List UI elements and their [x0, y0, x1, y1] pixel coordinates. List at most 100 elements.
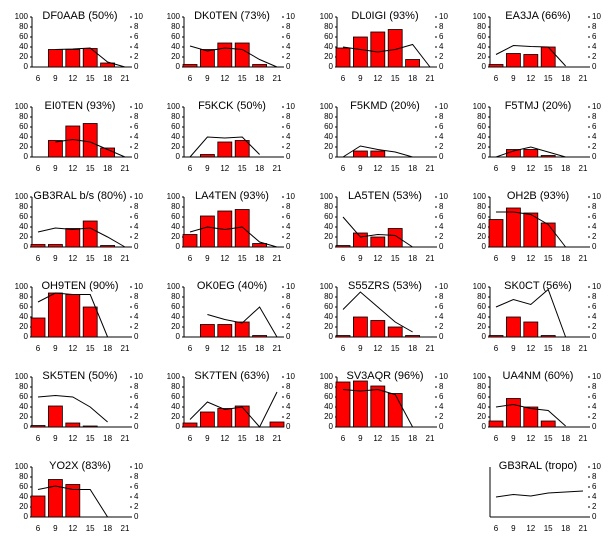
y2-tick-label: 8: [134, 382, 139, 391]
x-tick-label: 15: [86, 254, 95, 263]
chart-title: LA5TEN (53%): [348, 190, 422, 202]
y2-tick-label: 10: [134, 12, 143, 21]
y-tick-label: 60: [477, 32, 486, 41]
x-tick-label: 21: [426, 164, 435, 173]
line: [495, 146, 566, 158]
x-tick-label: 15: [391, 164, 400, 173]
x-tick-label: 9: [358, 164, 363, 173]
y2-tick-label: 8: [592, 22, 597, 31]
y-tick-label: 100: [15, 462, 29, 471]
x-tick-label: 9: [205, 254, 210, 263]
bar: [488, 219, 504, 248]
y-tick-label: 80: [171, 382, 180, 391]
y-tick-label: 20: [171, 412, 180, 421]
y-tick-label: 60: [171, 122, 180, 131]
chart-title: UA4NM (60%): [503, 370, 574, 382]
chart-title: YO2X (83%): [49, 460, 111, 472]
y-tick-label: 20: [477, 232, 486, 241]
x-tick-label: 12: [373, 254, 382, 263]
line: [496, 211, 566, 248]
x-tick-label: 12: [526, 164, 535, 173]
y2-tick-label: 2: [134, 232, 139, 241]
x-tick-label: 12: [220, 164, 229, 173]
x-tick-label: 6: [494, 524, 499, 533]
y2-tick-label: 6: [286, 32, 291, 41]
chart-title: OH2B (93%): [507, 190, 569, 202]
y2-tick-label: 8: [439, 382, 444, 391]
x-tick-label: 9: [511, 344, 516, 353]
y2-tick-label: 8: [592, 202, 597, 211]
x-tick-label: 9: [511, 254, 516, 263]
y2-tick-label: 6: [134, 122, 139, 131]
y-tick-label: 80: [19, 112, 28, 121]
x-tick-label: 21: [426, 74, 435, 83]
x-tick-label: 21: [579, 254, 588, 263]
y2-tick-label: 0: [134, 422, 139, 431]
x-tick-label: 9: [511, 434, 516, 443]
y2-tick-label: 10: [439, 102, 448, 111]
chart-title: GB3RAL (tropo): [499, 460, 577, 472]
y2-tick-label: 8: [592, 472, 597, 481]
y-tick-label: 60: [19, 32, 28, 41]
chart-title: GB3RAL b/s (80%): [33, 190, 126, 202]
y2-tick-label: 6: [134, 302, 139, 311]
x-tick-label: 15: [86, 164, 95, 173]
y-tick-label: 100: [167, 282, 181, 291]
bar: [352, 36, 368, 68]
y2-tick-label: 6: [439, 212, 444, 221]
bar: [523, 54, 539, 68]
y-tick-label: 80: [19, 292, 28, 301]
y-tick-label: 40: [477, 42, 486, 51]
y-tick-label: 80: [171, 112, 180, 121]
chart-title: OK0EG (40%): [197, 280, 267, 292]
y2-tick-label: 6: [439, 392, 444, 401]
chart-title: OH9TEN (90%): [41, 280, 118, 292]
y2-tick-label: 4: [439, 42, 444, 51]
y-tick-label: 80: [477, 382, 486, 391]
y2-tick-label: 4: [286, 222, 291, 231]
x-tick-label: 15: [238, 344, 247, 353]
x-tick-label: 21: [273, 344, 282, 353]
x-tick-label: 18: [103, 434, 112, 443]
y-tick-label: 20: [19, 52, 28, 61]
x-tick-label: 12: [220, 434, 229, 443]
y-tick-label: 60: [324, 212, 333, 221]
y2-tick-label: 0: [286, 242, 291, 251]
bar: [370, 320, 386, 338]
bar: [335, 381, 351, 428]
x-tick-label: 9: [53, 164, 58, 173]
y2-tick-label: 10: [592, 372, 601, 381]
y-tick-label: 20: [19, 502, 28, 511]
x-tick-label: 21: [121, 254, 130, 263]
y2-tick-label: 2: [439, 412, 444, 421]
bar: [199, 215, 215, 248]
bar: [65, 49, 81, 68]
line: [495, 403, 566, 427]
y-tick-label: 20: [324, 232, 333, 241]
x-tick-label: 18: [255, 74, 264, 83]
y-tick-label: 20: [324, 322, 333, 331]
bar: [217, 42, 233, 68]
y-tick-label: 80: [324, 382, 333, 391]
x-tick-label: 15: [238, 434, 247, 443]
line: [189, 136, 260, 158]
y2-tick-label: 2: [592, 412, 597, 421]
x-tick-label: 9: [53, 254, 58, 263]
y-tick-label: 20: [171, 52, 180, 61]
x-tick-label: 9: [205, 74, 210, 83]
line: [207, 306, 278, 338]
y2-tick-label: 4: [592, 492, 597, 501]
bar: [540, 335, 556, 338]
y-tick-label: 40: [477, 132, 486, 141]
y2-tick-label: 8: [134, 472, 139, 481]
y2-tick-label: 8: [592, 292, 597, 301]
y2-tick-label: 8: [286, 112, 291, 121]
y2-tick-label: 10: [592, 282, 601, 291]
line: [342, 145, 413, 158]
y-tick-label: 80: [171, 22, 180, 31]
x-tick-label: 21: [273, 74, 282, 83]
bar: [370, 236, 386, 248]
bar: [335, 245, 351, 248]
y2-tick-label: 4: [439, 222, 444, 231]
y2-tick-label: 0: [134, 152, 139, 161]
